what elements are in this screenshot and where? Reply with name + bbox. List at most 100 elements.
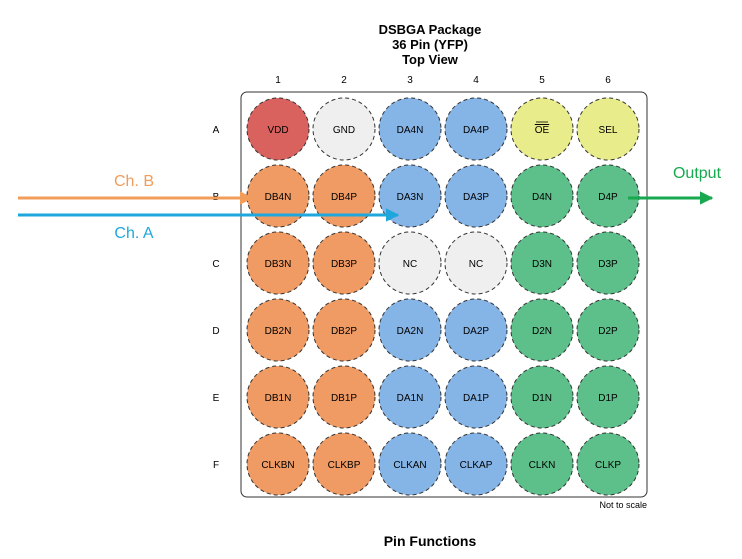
pin-label: DA1N: [397, 393, 424, 404]
pin-ball: CLKBN: [246, 432, 310, 496]
pin-ball: D2N: [510, 298, 574, 362]
scale-note: Not to scale: [599, 500, 647, 510]
pin-circle: [246, 97, 310, 161]
pin-ball: DA3N: [378, 164, 442, 228]
pin-ball: DA4N: [378, 97, 442, 161]
pin-circle: [312, 231, 376, 295]
pin-ball: D3N: [510, 231, 574, 295]
pin-label: DA3P: [463, 192, 489, 203]
pin-circle: [444, 432, 508, 496]
pin-circle: [576, 432, 640, 496]
pin-circle: [576, 231, 640, 295]
pin-circle: [378, 298, 442, 362]
pin-circle: [510, 164, 574, 228]
column-label: 4: [473, 75, 479, 86]
pin-ball: DB1N: [246, 365, 310, 429]
pin-ball: NC: [444, 231, 508, 295]
row-label: F: [213, 460, 219, 471]
pin-label: DA2P: [463, 326, 489, 337]
pin-label: DB4N: [265, 192, 292, 203]
pin-label: DB2P: [331, 326, 357, 337]
column-label: 6: [605, 75, 611, 86]
pin-circle: [576, 97, 640, 161]
pin-label: CLKP: [595, 460, 621, 471]
pin-ball: D2P: [576, 298, 640, 362]
pin-label: DA1P: [463, 393, 489, 404]
pin-ball: DB3N: [246, 231, 310, 295]
pin-label: CLKBN: [261, 460, 294, 471]
package-outline: [240, 91, 648, 498]
ch-a-label: Ch. A: [114, 225, 153, 242]
column-label: 2: [341, 75, 347, 86]
pin-label: DA2N: [397, 326, 424, 337]
row-labels: ABCDEF: [212, 125, 219, 471]
ch-b-label: Ch. B: [114, 173, 154, 190]
pin-ball: DB4P: [312, 164, 376, 228]
pin-circle: [444, 164, 508, 228]
pin-ball: D4N: [510, 164, 574, 228]
pin-label: DA4N: [397, 125, 424, 136]
pin-circle: [510, 97, 574, 161]
pin-circle: [246, 432, 310, 496]
pin-circle: [246, 298, 310, 362]
pin-circle: [312, 164, 376, 228]
pin-circle: [378, 97, 442, 161]
pin-label: CLKAP: [460, 460, 493, 471]
pin-grid: VDD GND DA4N DA4P OE SEL DB4N DB4P DA3N DA3P D4N D4…: [246, 97, 640, 496]
pin-ball: NC: [378, 231, 442, 295]
pin-label: CLKBP: [328, 460, 361, 471]
pin-label: CLKN: [529, 460, 556, 471]
pin-label: D3P: [598, 259, 618, 270]
pin-ball: VDD: [246, 97, 310, 161]
pin-label: NC: [469, 259, 483, 270]
row-label: E: [213, 393, 220, 404]
caption: Pin Functions: [384, 533, 477, 549]
pin-label: NC: [403, 259, 417, 270]
pin-ball: D1N: [510, 365, 574, 429]
pin-label: D2N: [532, 326, 552, 337]
pin-circle: [444, 97, 508, 161]
pin-ball: D3P: [576, 231, 640, 295]
pin-circle: [510, 298, 574, 362]
pin-label: DB1N: [265, 393, 292, 404]
pin-ball: SEL: [576, 97, 640, 161]
row-label: D: [212, 326, 219, 337]
pin-ball: GND: [312, 97, 376, 161]
pin-ball: CLKN: [510, 432, 574, 496]
pin-ball: D4P: [576, 164, 640, 228]
pin-circle: [576, 164, 640, 228]
pin-label: CLKAN: [393, 460, 426, 471]
pin-circle: [378, 231, 442, 295]
pin-ball: DA4P: [444, 97, 508, 161]
pin-label: D2P: [598, 326, 618, 337]
pin-label: GND: [333, 125, 355, 136]
pin-ball: CLKAP: [444, 432, 508, 496]
pin-ball: DA2N: [378, 298, 442, 362]
title-line-1: DSBGA Package: [379, 22, 482, 37]
row-label: A: [213, 125, 220, 136]
pin-ball: DA1N: [378, 365, 442, 429]
pin-label: D4N: [532, 192, 552, 203]
pin-label: DB3P: [331, 259, 357, 270]
pin-label: DB3N: [265, 259, 292, 270]
title-line-2: 36 Pin (YFP): [392, 37, 468, 52]
pin-circle: [246, 231, 310, 295]
pin-label: D1N: [532, 393, 552, 404]
pin-ball: CLKP: [576, 432, 640, 496]
row-label: C: [212, 259, 219, 270]
pin-circle: [312, 365, 376, 429]
column-label: 3: [407, 75, 413, 86]
pin-ball: CLKBP: [312, 432, 376, 496]
pin-ball: DB3P: [312, 231, 376, 295]
pin-circle: [378, 365, 442, 429]
pin-circle: [312, 298, 376, 362]
pin-ball: DA3P: [444, 164, 508, 228]
pin-circle: [312, 97, 376, 161]
pin-label: D3N: [532, 259, 552, 270]
pin-ball: CLKAN: [378, 432, 442, 496]
pin-ball: DB2P: [312, 298, 376, 362]
column-label: 5: [539, 75, 545, 86]
pin-circle: [444, 365, 508, 429]
pin-ball: DB2N: [246, 298, 310, 362]
